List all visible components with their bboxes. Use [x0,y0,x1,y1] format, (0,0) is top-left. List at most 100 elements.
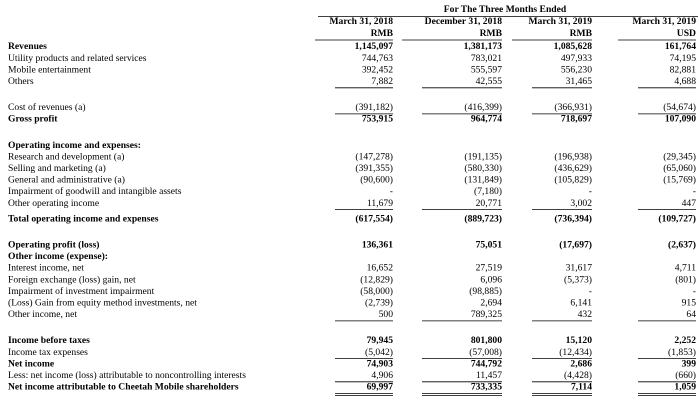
cell-value: 500 [379,309,394,320]
column-date: March 31, 2019 [528,16,592,27]
row-label: Gross profit [8,114,58,125]
cell-value: (2,739) [365,298,393,309]
cell-value: 7,114 [571,382,592,393]
cell-value: (65,060) [663,163,696,174]
cell-value: 744,792 [471,358,502,369]
cell-value: 915 [682,298,697,309]
cell-value: (17,697) [559,240,592,251]
cell-value: 733,335 [471,382,502,393]
cell-value: (7,180) [474,186,502,197]
cell-value: (617,554) [355,213,393,224]
cell-value: 2,686 [570,358,592,369]
row-label: Operating profit (loss) [8,240,100,251]
cell-value: (131,849) [464,175,502,186]
row-label: General and administrative (a) [8,175,125,186]
cell-value: 789,325 [471,309,502,320]
cell-value: (366,931) [554,102,592,113]
cell-value: (1,853) [668,347,696,358]
cell-value: (801) [675,274,696,285]
cell-value: (2,637) [668,240,696,251]
cell-value: 11,457 [476,370,502,381]
column-date: December 31, 2018 [425,16,503,27]
cell-value: - [390,186,393,197]
row-label: Foreign exchange (loss) gain, net [8,274,136,285]
cell-value: (391,182) [355,102,393,113]
cell-value: (5,042) [365,347,393,358]
cell-value: (660) [675,370,696,381]
cell-value: 783,021 [471,53,502,64]
cell-value: (58,000) [360,286,393,297]
cell-value: 4,711 [675,263,696,274]
row-label: Other operating income [8,198,99,209]
cell-value: (889,723) [464,213,502,224]
cell-value: 74,195 [670,53,697,64]
cell-value: (15,769) [663,175,696,186]
cell-value: 447 [682,198,697,209]
row-label: (Loss) Gain from equity method investmen… [8,298,197,309]
cell-value: (12,434) [559,347,592,358]
cell-value: 4,688 [674,76,696,87]
cell-value: 2,252 [674,335,696,346]
cell-value: (416,399) [464,102,502,113]
cell-value: - [589,186,592,197]
column-currency: USD [677,28,696,39]
row-label: Research and development (a) [8,151,124,162]
cell-value: 42,555 [476,76,503,87]
cell-value: (29,345) [663,151,696,162]
row-label: Net income [8,358,55,369]
cell-value: 432 [578,309,593,320]
column-date: March 31, 2019 [632,16,696,27]
row-label: Utility products and related services [8,53,147,64]
cell-value: (147,278) [355,151,393,162]
row-label: Others [8,76,34,87]
cell-value: 6,096 [480,274,502,285]
cell-value: 16,652 [367,263,394,274]
cell-value: (109,727) [658,213,696,224]
cell-value: 2,694 [480,298,502,309]
cell-value: (196,938) [554,151,592,162]
cell-value: 15,120 [566,335,593,346]
cell-value: (12,829) [360,274,393,285]
column-currency: RMB [480,28,503,39]
row-label: Revenues [8,41,47,52]
cell-value: 801,800 [471,335,502,346]
row-label: Less: net income (loss) attributable to … [8,370,246,381]
cell-value: (98,885) [469,286,502,297]
cell-value: (191,135) [464,151,502,162]
cell-value: 20,771 [476,198,503,209]
cell-value: 964,774 [471,114,502,125]
cell-value: 4,906 [371,370,393,381]
cell-value: (90,600) [360,175,393,186]
column-currency: RMB [570,28,593,39]
cell-value: (580,330) [464,163,502,174]
cell-value: 74,903 [367,358,394,369]
cell-value: 75,051 [476,240,503,251]
cell-value: 718,697 [561,114,592,125]
cell-value: 7,882 [371,76,393,87]
row-label: Operating income and expenses: [8,140,141,151]
row-label: Income tax expenses [8,347,88,358]
cell-value: 1,085,628 [554,41,593,52]
row-label: Interest income, net [8,263,84,274]
cell-value: (736,394) [554,213,592,224]
cell-value: 1,381,173 [464,41,503,52]
row-label: Impairment of investment impairment [8,286,155,297]
row-label: Income before taxes [8,335,90,346]
cell-value: 753,915 [362,114,393,125]
cell-value: (57,008) [469,347,502,358]
row-label: Impairment of goodwill and intangible as… [8,186,182,197]
cell-value: 31,617 [566,263,593,274]
row-label: Cost of revenues (a) [8,102,86,113]
cell-value: 31,465 [566,76,593,87]
row-label: Selling and marketing (a) [8,163,106,174]
cell-value: 27,519 [476,263,503,274]
cell-value: (5,373) [564,274,592,285]
cell-value: (105,829) [554,175,592,186]
cell-value: 1,145,097 [355,41,394,52]
column-currency: RMB [371,28,394,39]
cell-value: 136,361 [362,240,393,251]
cell-value: 497,933 [561,53,592,64]
cell-value: 79,945 [367,335,394,346]
row-label: Other income (expense): [8,251,108,262]
cell-value: 399 [682,358,697,369]
